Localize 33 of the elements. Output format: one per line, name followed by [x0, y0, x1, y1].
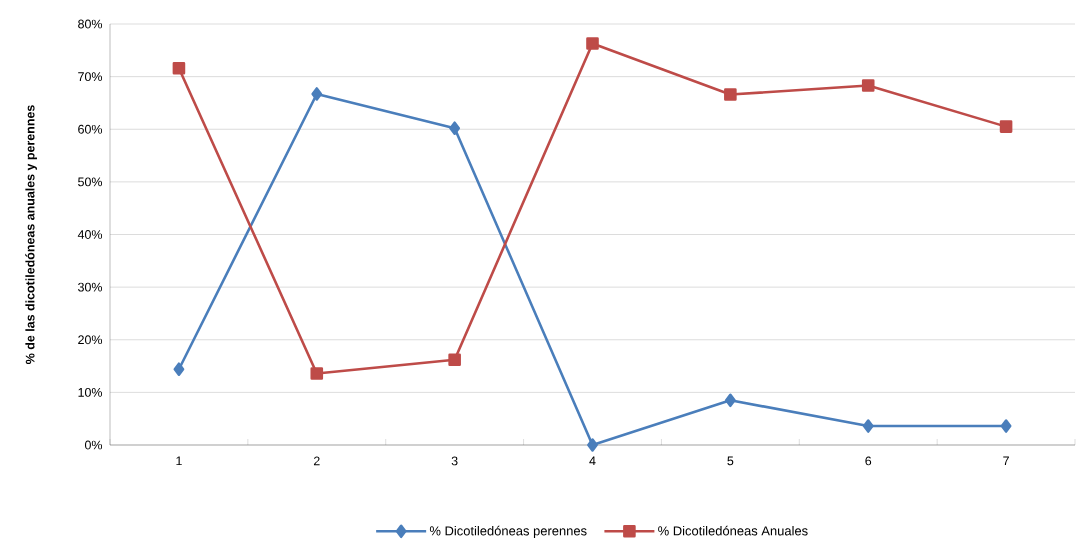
y-axis-title: % de las dicotiledóneas anuales y perennes: [25, 105, 37, 364]
point: [448, 353, 461, 367]
point: [586, 37, 599, 50]
y-tick-label: 80%: [78, 19, 103, 29]
point: [172, 61, 186, 75]
point: [862, 419, 874, 433]
point: [173, 362, 185, 377]
x-tick-label: 3: [451, 456, 458, 466]
point: [861, 79, 875, 92]
point: [724, 393, 736, 408]
point: [724, 88, 737, 101]
legend-label: % Dicotiledóneas Anuales: [658, 525, 808, 536]
point: [587, 438, 598, 452]
x-tick-label: 5: [727, 456, 734, 466]
y-tick-label: 30%: [78, 282, 103, 292]
point: [1000, 419, 1012, 433]
x-tick-label: 6: [865, 456, 872, 466]
y-tick-label: 50%: [78, 177, 103, 187]
y-tick-label: 60%: [78, 124, 103, 134]
point: [999, 120, 1013, 133]
point: [449, 121, 461, 135]
y-tick-label: 10%: [78, 387, 103, 397]
legend-label: % Dicotiledóneas perennes: [429, 525, 587, 539]
y-tick-label: 0%: [84, 440, 103, 450]
x-tick-label: 2: [313, 456, 320, 466]
y-tick-label: 70%: [78, 72, 103, 82]
y-tick-label: 40%: [77, 230, 103, 239]
x-tick-label: 4: [589, 456, 596, 466]
x-tick-label: 1: [176, 456, 182, 466]
point: [310, 367, 324, 380]
y-tick-label: 20%: [78, 335, 103, 345]
x-tick-label: 7: [1003, 456, 1009, 466]
point: [311, 87, 323, 101]
